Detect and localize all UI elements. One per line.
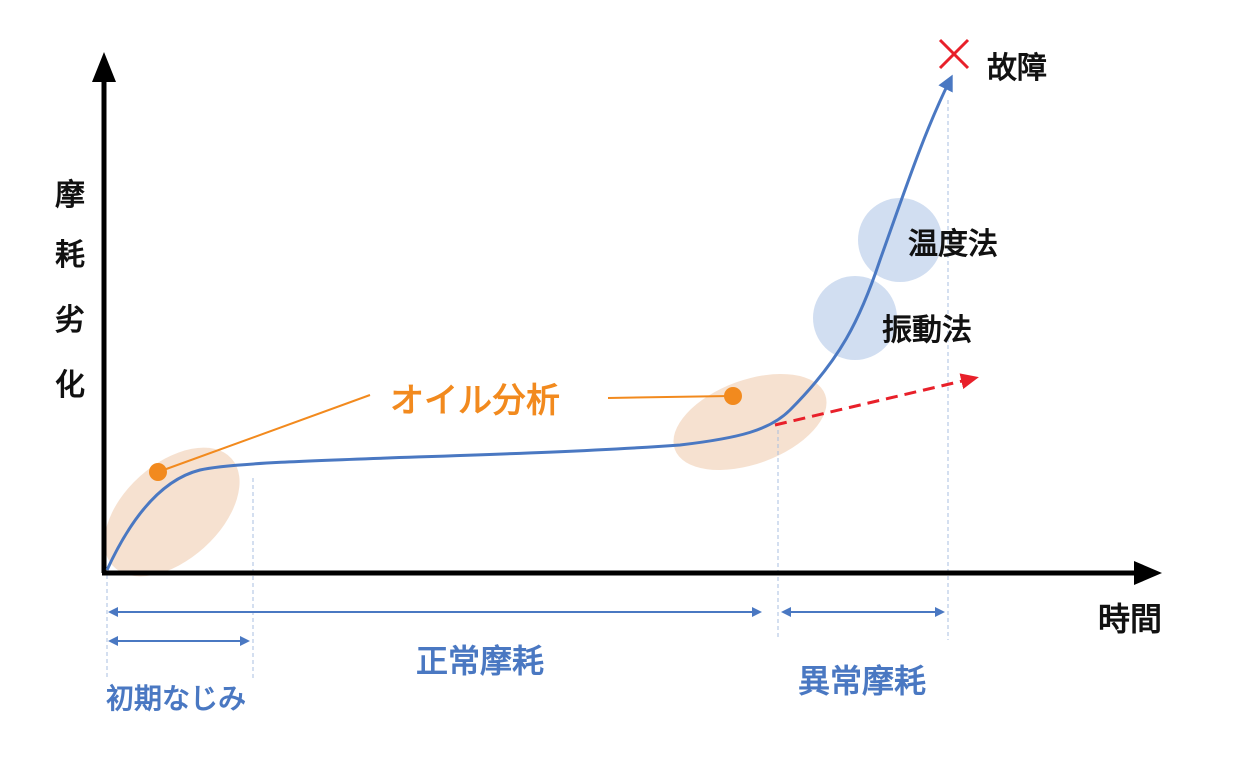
phase-label-abnormal: 異常摩耗 xyxy=(798,662,926,700)
phase-label-normal: 正常摩耗 xyxy=(416,642,544,680)
abnormal-oil-zone xyxy=(673,373,827,471)
x-axis-arrowhead xyxy=(1134,561,1162,585)
failure-mark-icon xyxy=(938,38,970,70)
failure-label: 故障 xyxy=(987,51,1047,86)
y-axis-label-char-4: 化 xyxy=(55,368,85,403)
initial-oil-zone xyxy=(104,447,240,577)
oil-analysis-label: オイル分析 xyxy=(390,381,560,421)
trend-arrow xyxy=(774,373,979,427)
phase-label-initial: 初期なじみ xyxy=(106,682,246,715)
oil-marker-dot-abnormal xyxy=(724,387,742,405)
wear-curve xyxy=(105,74,953,571)
y-axis-label-char-1: 摩 xyxy=(55,178,85,213)
x-axis-label: 時間 xyxy=(1098,600,1162,638)
oil-leader-line-right xyxy=(607,395,731,399)
oil-marker-dot-initial xyxy=(149,463,167,481)
oil-leader-line-left xyxy=(157,394,371,473)
temperature-method-label: 温度法 xyxy=(908,227,998,262)
vibration-method-label: 振動法 xyxy=(882,313,972,348)
y-axis-label-char-2: 耗 xyxy=(55,238,85,273)
y-axis-label-char-3: 劣 xyxy=(55,303,85,338)
y-axis-arrowhead xyxy=(92,52,116,82)
vibration-method-zone xyxy=(813,276,897,360)
